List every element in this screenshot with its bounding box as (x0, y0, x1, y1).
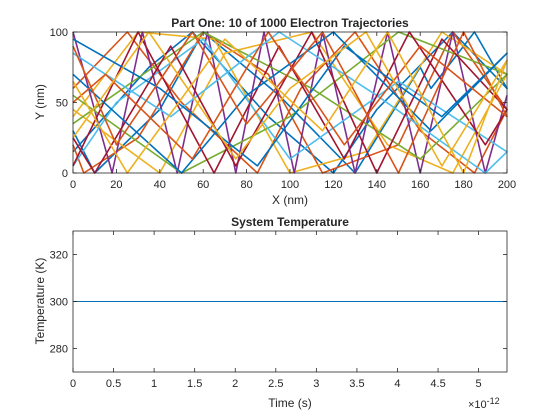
x-tick-label: 160 (411, 179, 429, 191)
trajectory-y-ticks: 0 50 100 (50, 27, 507, 180)
trajectory-axes: Part One: 10 of 1000 Electron Trajectori… (33, 16, 516, 207)
temperature-y-label: Temperature (K) (33, 258, 47, 345)
trajectory-x-ticks: 0 20 40 60 80 100 120 140 160 180 200 (70, 32, 516, 191)
trajectory-title: Part One: 10 of 1000 Electron Trajectori… (171, 16, 409, 30)
x-tick-label: 1 (151, 378, 157, 390)
y-tick-label: 0 (62, 168, 68, 180)
x-tick-label: 80 (240, 179, 252, 191)
x-tick-label: 2 (232, 378, 238, 390)
trajectory-x-label: X (nm) (272, 193, 308, 207)
x-tick-label: 60 (197, 179, 209, 191)
x-tick-label: 40 (154, 179, 166, 191)
x-tick-label: 5 (476, 378, 482, 390)
x-tick-label: 0 (70, 179, 76, 191)
y-tick-label: 100 (50, 27, 68, 39)
x-tick-label: 0 (70, 378, 76, 390)
x-tick-label: 4.5 (430, 378, 445, 390)
x-tick-label: 120 (324, 179, 342, 191)
x-tick-label: 4 (394, 378, 400, 390)
x-tick-label: 20 (110, 179, 122, 191)
y-tick-label: 280 (50, 344, 68, 356)
y-tick-label: 300 (50, 297, 68, 309)
traj-series-line-9 (72, 31, 508, 174)
temperature-axes: System Temperature 0 0.5 1 1.5 2 2.5 3 3.5 4 4.5 5… (33, 215, 508, 411)
y-tick-label: 50 (56, 98, 68, 110)
trajectory-y-label: Y (nm) (33, 84, 47, 120)
x-tick-label: 140 (368, 179, 386, 191)
x-exponent-base: ×10 (468, 399, 487, 411)
temperature-title: System Temperature (231, 215, 349, 229)
temperature-y-ticks: 280 300 320 (50, 250, 507, 356)
x-tick-label: 180 (454, 179, 472, 191)
x-tick-label: 3 (313, 378, 319, 390)
x-tick-label: 3.5 (349, 378, 364, 390)
x-tick-label: 1.5 (187, 378, 202, 390)
x-tick-label: 0.5 (106, 378, 121, 390)
x-exponent-power: -12 (487, 396, 500, 406)
x-tick-label: 200 (498, 179, 516, 191)
temperature-x-label: Time (s) (268, 396, 312, 410)
temperature-x-exponent: ×10-12 (468, 396, 500, 411)
x-tick-label: 100 (281, 179, 299, 191)
x-tick-label: 2.5 (268, 378, 283, 390)
temperature-x-ticks: 0 0.5 1 1.5 2 2.5 3 3.5 4 4.5 5 (70, 231, 482, 390)
y-tick-label: 320 (50, 250, 68, 262)
